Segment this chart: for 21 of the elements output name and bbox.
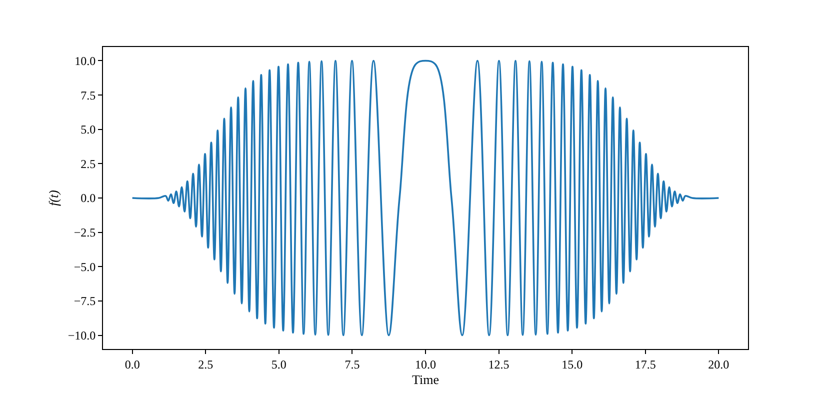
x-tick-label: 20.0 [708, 357, 730, 372]
y-tick-label: −10.0 [68, 328, 96, 342]
y-tick-label: −2.5 [74, 226, 96, 240]
x-tick-label: 0.0 [124, 357, 140, 372]
y-tick-label: 2.5 [80, 156, 96, 171]
y-axis-title: f(t) [46, 190, 61, 206]
x-tick-label: 2.5 [198, 357, 214, 372]
y-tick-label: −7.5 [74, 294, 96, 308]
x-tick-label: 10.0 [415, 357, 436, 372]
x-tick-label: 17.5 [634, 357, 656, 372]
x-tick-label: 12.5 [488, 357, 510, 372]
x-tick-label: 7.5 [344, 357, 360, 372]
y-tick-label: 5.0 [80, 122, 96, 137]
x-axis-title: Time [412, 372, 440, 387]
line-series [131, 60, 720, 336]
y-tick-label: −5.0 [74, 260, 96, 274]
x-tick-label: 15.0 [562, 357, 583, 372]
y-tick-label: 10.0 [74, 54, 96, 68]
y-tick-label: 0.0 [80, 191, 96, 206]
x-tick-label: 5.0 [271, 357, 286, 372]
y-tick-label: 7.5 [80, 88, 96, 102]
